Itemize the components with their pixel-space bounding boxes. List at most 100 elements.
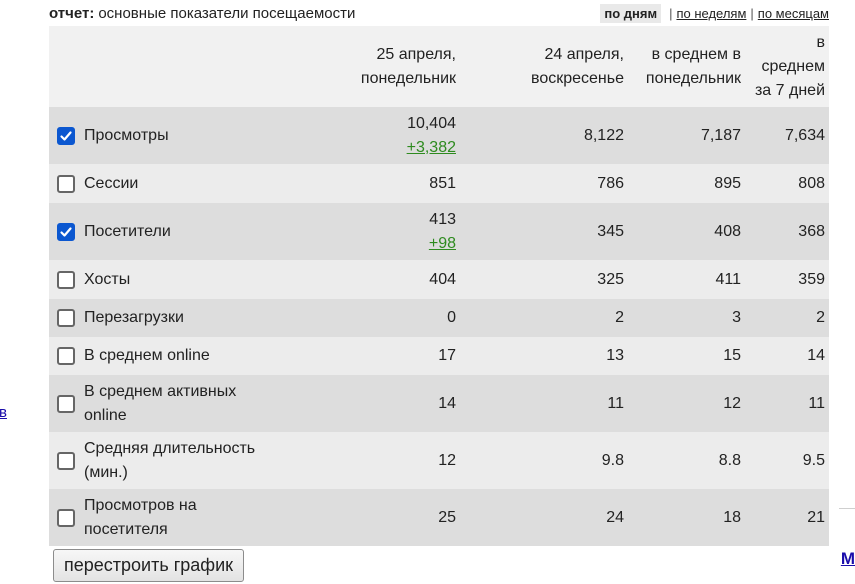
- checkbox-icon[interactable]: [57, 174, 75, 193]
- value-cell: 15: [723, 347, 741, 364]
- rebuild-chart-button[interactable]: перестроить график: [53, 549, 245, 582]
- checkbox-icon[interactable]: [57, 222, 75, 241]
- column-header-avg-7days: в среднем за 7 дней: [754, 33, 825, 99]
- table-row: В среднем активных online 14 11 12 11: [49, 375, 829, 432]
- metric-wrap: Перезагрузки: [57, 306, 293, 330]
- checkbox-icon[interactable]: [57, 126, 75, 145]
- metric-label: Перезагрузки: [84, 309, 184, 326]
- metric-label: В среднем online: [84, 347, 210, 364]
- table-row: Посетители 413 +98 345 408 368: [49, 203, 829, 260]
- value-cell: 25: [438, 508, 456, 526]
- value-cell: 413 +98: [297, 203, 460, 260]
- value-cell: 9.5: [802, 451, 825, 469]
- value-cell: 7,634: [784, 126, 825, 144]
- delta-link[interactable]: +3,382: [406, 138, 456, 156]
- left-edge-fragment[interactable]: в: [0, 404, 7, 421]
- value-cell: 21: [807, 508, 825, 526]
- metric-cell: Сессии: [49, 164, 297, 203]
- value-cell: 14: [438, 394, 456, 412]
- value-cell: 11: [607, 394, 624, 412]
- value-cell: 12: [723, 394, 741, 412]
- period-switch: по дням | по неделям | по месяцам: [600, 3, 829, 23]
- period-link-weeks[interactable]: по неделям: [676, 5, 747, 21]
- value-cell: 14: [807, 347, 825, 364]
- stats-table: 25 апреля, понедельник 24 апреля, воскре…: [49, 26, 829, 546]
- metric-wrap: В среднем активных online: [57, 380, 293, 428]
- checkbox-icon[interactable]: [57, 347, 75, 365]
- value-cell: 2: [615, 309, 624, 326]
- checkbox-icon[interactable]: [57, 451, 75, 470]
- value-cell: 9.8: [601, 451, 624, 469]
- checkbox-icon[interactable]: [57, 309, 75, 327]
- value-cell: 359: [798, 270, 825, 288]
- checkmark-icon: [60, 130, 72, 141]
- metric-label: Просмотры: [84, 126, 169, 144]
- right-edge-fragment[interactable]: М: [840, 549, 855, 568]
- value-cell: 786: [597, 174, 624, 192]
- table-row: Средняя длительность (мин.) 12 9.8 8.8 9…: [49, 432, 829, 489]
- value-main: 413: [429, 210, 456, 228]
- metric-label: Просмотров на посетителя: [84, 496, 197, 538]
- report-header: отчет: основные показатели посещаемости …: [49, 0, 829, 26]
- metric-cell: Посетители: [49, 203, 297, 260]
- value-cell: 408: [714, 222, 741, 240]
- report-label: отчет:: [49, 4, 95, 22]
- value-cell: 11: [808, 394, 825, 412]
- value-cell: 368: [798, 222, 825, 240]
- table-row: Сессии 851 786 895 808: [49, 164, 829, 203]
- value-cell: 24: [606, 508, 624, 526]
- value-cell: 13: [606, 347, 624, 364]
- column-header-avg-monday: в среднем в понедельник: [645, 45, 741, 87]
- table-header-row: 25 апреля, понедельник 24 апреля, воскре…: [49, 26, 829, 107]
- metric-cell: Перезагрузки: [49, 299, 297, 337]
- period-active[interactable]: по дням: [600, 3, 662, 23]
- metric-cell: Просмотров на посетителя: [49, 489, 297, 546]
- metric-cell: В среднем активных online: [49, 375, 297, 432]
- column-header-metric: [49, 26, 297, 107]
- value-cell: 404: [429, 270, 456, 288]
- table-row: В среднем online 17 13 15 14: [49, 337, 829, 375]
- checkbox-icon[interactable]: [57, 508, 75, 527]
- checkbox-icon[interactable]: [57, 270, 75, 289]
- metric-wrap: Средняя длительность (мин.): [57, 437, 293, 485]
- value-cell: 8.8: [718, 451, 741, 469]
- value-cell: 17: [438, 347, 456, 364]
- table-row: Просмотров на посетителя 25 24 18 21: [49, 489, 829, 546]
- value-cell: 808: [798, 174, 825, 192]
- metric-wrap: Посетители: [57, 220, 293, 244]
- value-cell: 18: [723, 508, 741, 526]
- period-separator: |: [750, 5, 754, 21]
- report-title: отчет: основные показатели посещаемости: [49, 5, 355, 22]
- metric-cell: Средняя длительность (мин.): [49, 432, 297, 489]
- value-cell: 3: [732, 309, 741, 326]
- metric-wrap: В среднем online: [57, 344, 293, 368]
- column-header-day2: 24 апреля, воскресенье: [531, 45, 624, 87]
- value-cell: 411: [715, 270, 741, 288]
- metric-wrap: Хосты: [57, 268, 293, 292]
- value-cell: 10,404 +3,382: [297, 107, 460, 164]
- metric-cell: Просмотры: [49, 107, 297, 164]
- table-row: Хосты 404 325 411 359: [49, 260, 829, 299]
- table-row: Просмотры 10,404 +3,382 8,122 7,187 7,63…: [49, 107, 829, 164]
- right-edge-divider: [839, 508, 855, 509]
- value-cell: 895: [714, 174, 741, 192]
- metric-label: Средняя длительность (мин.): [84, 439, 256, 481]
- metric-wrap: Просмотров на посетителя: [57, 494, 293, 542]
- value-cell: 8,122: [583, 126, 624, 144]
- value-cell: 12: [438, 451, 456, 469]
- metric-wrap: Просмотры: [57, 124, 293, 148]
- checkbox-icon[interactable]: [57, 394, 75, 413]
- delta-link[interactable]: +98: [428, 234, 456, 252]
- column-header-day1: 25 апреля, понедельник: [360, 45, 456, 87]
- metric-cell: Хосты: [49, 260, 297, 299]
- value-cell: 345: [597, 222, 624, 240]
- report-panel: отчет: основные показатели посещаемости …: [49, 0, 829, 546]
- metric-label: Сессии: [84, 174, 139, 192]
- metric-label: В среднем активных online: [84, 382, 237, 424]
- value-main: 10,404: [407, 114, 456, 132]
- value-cell: 325: [597, 270, 624, 288]
- period-link-months[interactable]: по месяцам: [757, 5, 829, 21]
- value-cell: 0: [447, 309, 456, 326]
- metric-label: Посетители: [84, 222, 171, 240]
